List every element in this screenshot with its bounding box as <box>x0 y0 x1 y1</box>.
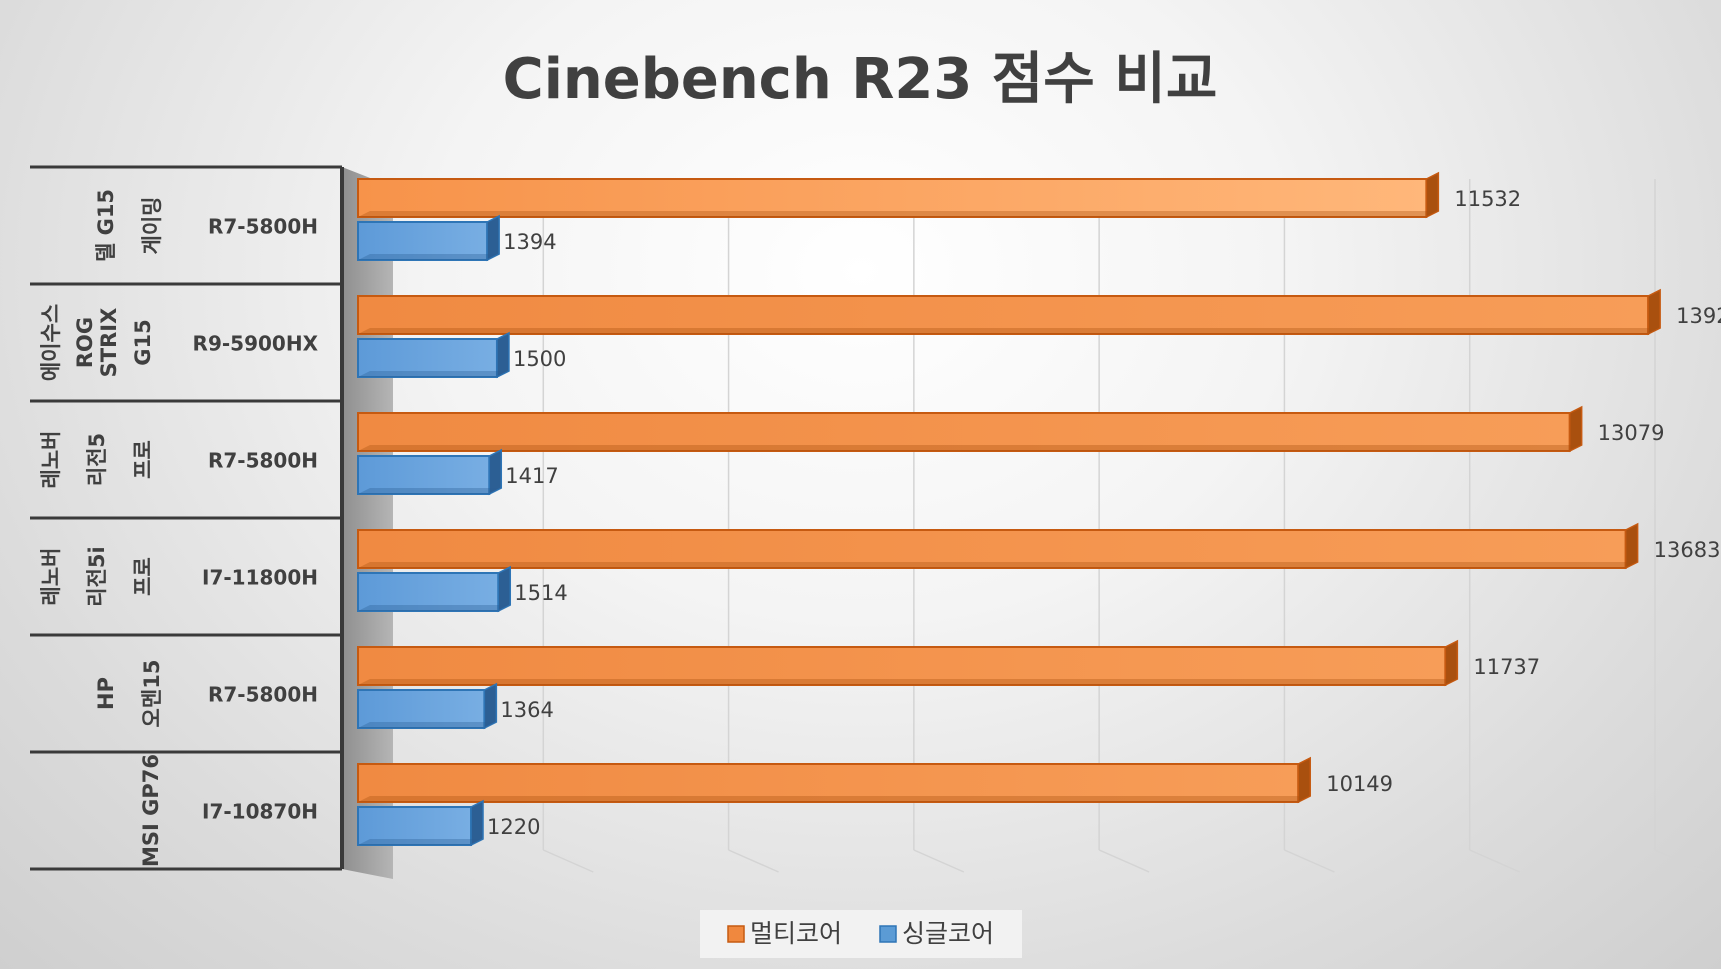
gridline-floor <box>1469 849 1521 873</box>
bar-end-face <box>488 448 503 496</box>
bar-depth <box>358 562 1638 568</box>
bar-multicore <box>357 763 1300 803</box>
bar-end-face <box>483 682 498 730</box>
bar-end-face <box>1568 405 1583 453</box>
bar-multicore <box>357 295 1650 335</box>
gridline-floor <box>542 849 594 873</box>
bar-depth <box>358 605 511 611</box>
data-label-multicore: 13079 <box>1598 421 1665 445</box>
category-group-label: 에이수스 <box>39 304 63 381</box>
gridline-floor <box>1098 849 1150 873</box>
category-cpu-label: R7-5800H <box>208 449 318 473</box>
category-group-label: 리전5i <box>85 546 109 606</box>
category-group-label: 델 G15 <box>94 189 118 262</box>
gridlines <box>542 179 1706 873</box>
data-label-multicore: 11737 <box>1473 655 1540 679</box>
bar-multicore <box>357 178 1428 218</box>
gridline-floor <box>728 849 779 873</box>
category-group-label: MSI GP76 <box>139 754 163 867</box>
data-label-multicore: 10149 <box>1326 772 1393 796</box>
data-label-singlecore: 1514 <box>514 581 567 605</box>
category-group-label: G15 <box>131 319 155 365</box>
data-labels: 11532 1394 13926 1500 13079 1417 13683 1514 1173… <box>487 187 1721 839</box>
category-group-label: 게이밍 <box>140 197 164 255</box>
category-group-label: 오멘15 <box>140 660 164 728</box>
bar-end-face <box>486 214 500 262</box>
chart-title: Cinebench R23 점수 비교 <box>503 47 1218 112</box>
category-group-label: 레노버 <box>39 431 63 489</box>
category-group-label: 프로 <box>131 440 155 479</box>
category-cpu-label: I7-10870H <box>202 800 318 824</box>
data-label-multicore: 11532 <box>1454 187 1521 211</box>
data-label-multicore: 13926 <box>1676 304 1721 328</box>
bar-depth <box>358 328 1661 334</box>
bar-end-face <box>1444 639 1459 687</box>
bar-end-face <box>1647 288 1661 336</box>
bar-depth <box>358 839 484 845</box>
category-group-label: 프로 <box>131 557 155 596</box>
bar-end-face <box>1425 171 1440 219</box>
legend-swatch-multicore <box>727 925 745 943</box>
bar-end-face <box>497 565 512 613</box>
bar-multicore <box>357 529 1627 569</box>
data-label-singlecore: 1417 <box>505 464 558 488</box>
category-group-label: 레노버 <box>39 548 63 606</box>
bar-end-face <box>496 331 510 379</box>
category-group-label: ROG <box>73 317 97 368</box>
gridline-floor <box>1284 849 1335 873</box>
bar-depth <box>358 371 509 377</box>
category-group-label: HP <box>94 677 118 710</box>
bar-depth <box>358 445 1582 451</box>
category-axis: R7-5800H 델 G15 게이밍 R9-5900HX 에이수스 ROG STRIX G15… <box>30 165 342 871</box>
legend-label-multicore: 멀티코어 <box>750 919 842 948</box>
data-label-singlecore: 1220 <box>487 815 540 839</box>
bar-depth <box>358 679 1458 685</box>
bar-depth <box>358 211 1439 217</box>
legend-box <box>700 910 1022 958</box>
data-label-multicore: 13683 <box>1654 538 1721 562</box>
bar-depth <box>358 722 497 728</box>
bar-singlecore <box>357 806 473 846</box>
data-label-singlecore: 1394 <box>503 230 556 254</box>
bar-multicore <box>357 646 1447 686</box>
legend: 멀티코어 싱글코어 <box>700 910 1022 958</box>
data-label-singlecore: 1500 <box>513 347 566 371</box>
bar-end-face <box>1624 522 1639 570</box>
bar-singlecore <box>357 455 491 495</box>
bar-depth <box>358 254 500 260</box>
bar-singlecore <box>357 689 486 729</box>
bar-depth <box>358 796 1311 802</box>
bar-multicore <box>357 412 1571 452</box>
category-group-label: STRIX <box>97 308 121 378</box>
bar-singlecore <box>357 221 489 261</box>
bar-end-face <box>470 799 484 847</box>
gridline-floor <box>913 849 965 873</box>
category-cpu-label: R7-5800H <box>208 215 318 239</box>
bar-singlecore <box>357 338 498 378</box>
legend-label-singlecore: 싱글코어 <box>902 919 994 948</box>
bar-end-face <box>1297 756 1311 804</box>
category-cpu-label: I7-11800H <box>202 566 318 590</box>
legend-swatch-singlecore <box>879 925 897 943</box>
data-label-singlecore: 1364 <box>500 698 553 722</box>
category-group-label: 리전5 <box>85 433 109 486</box>
category-cpu-label: R7-5800H <box>208 683 318 707</box>
bars <box>357 171 1661 847</box>
category-cpu-label: R9-5900HX <box>193 332 319 356</box>
gridline-floor <box>1654 849 1706 873</box>
bar-depth <box>358 488 502 494</box>
